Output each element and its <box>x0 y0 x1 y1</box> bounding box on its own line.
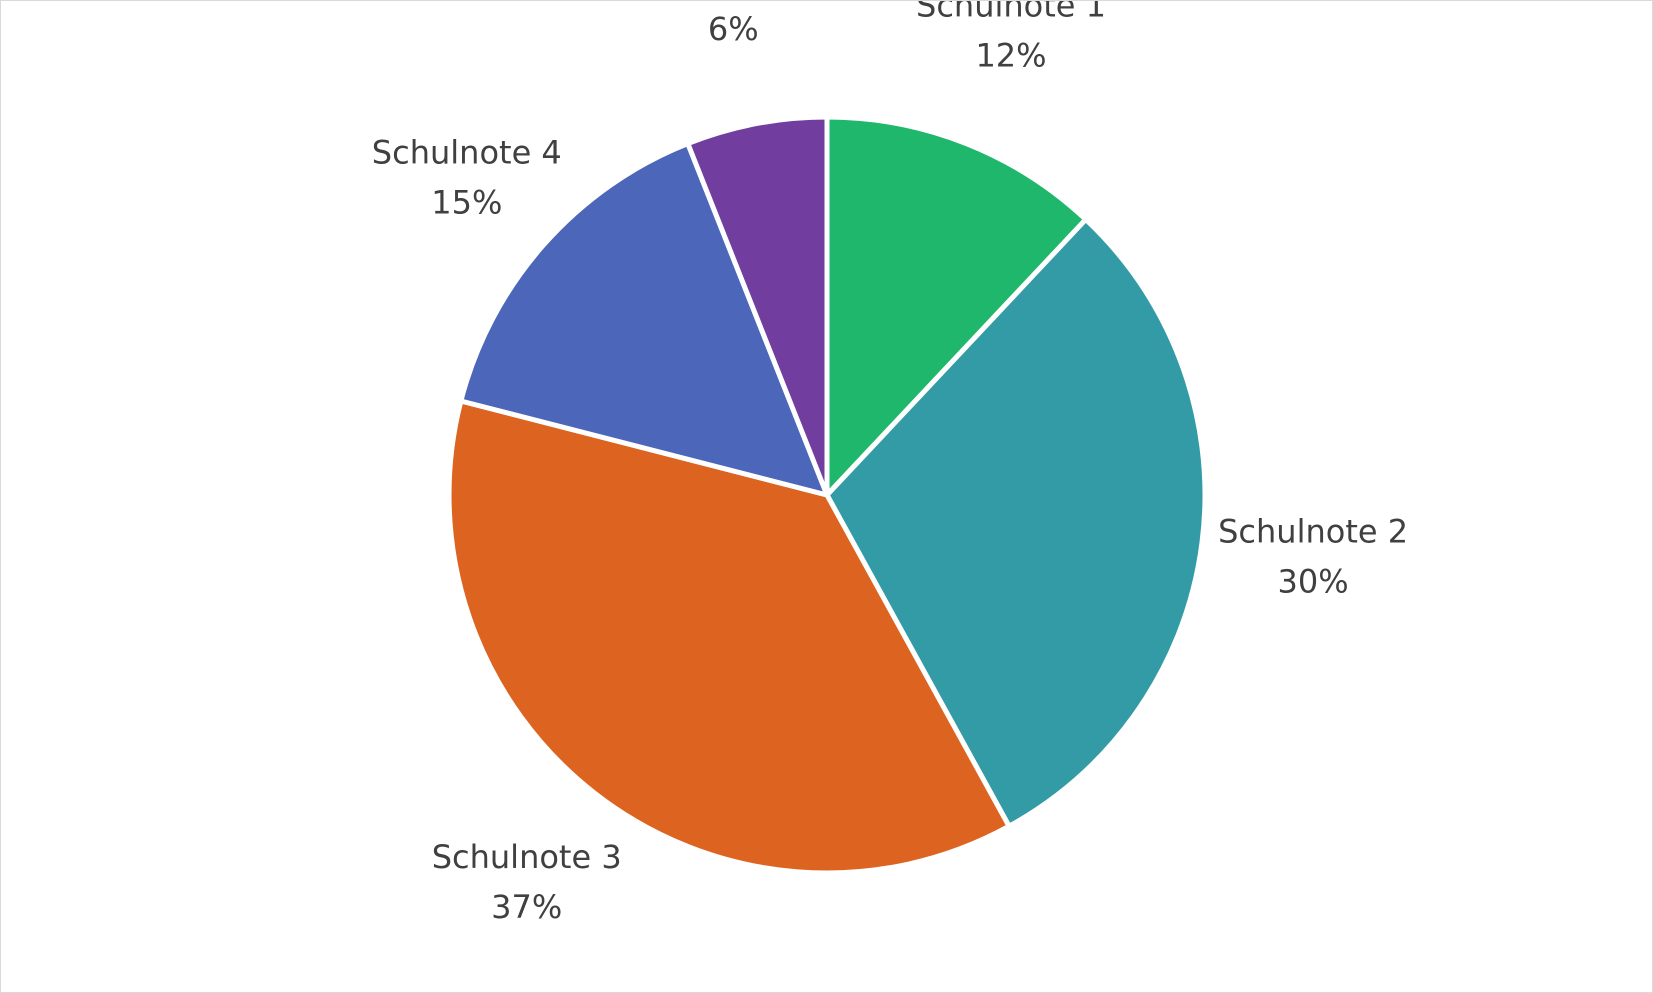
data-label-5: Schulnote 56% <box>708 10 759 48</box>
pie-slices <box>446 114 1208 876</box>
category-label: Schulnote 4 <box>372 133 562 171</box>
percentage-label: 12% <box>975 36 1046 74</box>
pie-slice-2 <box>824 216 1208 829</box>
pie-data-labels: Schulnote 1 12% Schulnote 2 30% Schulnote 3 3… <box>372 1 1408 926</box>
data-label-4: Schulnote 4 15% <box>372 133 562 221</box>
pie-slice-4 <box>458 141 830 498</box>
pie-slice-3 <box>446 398 1012 876</box>
percentage-label: 15% <box>431 183 502 221</box>
pie-slice-1 <box>824 114 1089 498</box>
category-label: Schulnote 1 <box>916 1 1106 24</box>
percentage-label: 30% <box>1278 562 1349 600</box>
data-label-1: Schulnote 1 12% <box>916 1 1106 74</box>
data-label-3: Schulnote 3 37% <box>432 838 622 926</box>
percentage-label: 37% <box>491 888 562 926</box>
category-label: Schulnote 3 <box>432 838 622 876</box>
percentage-label: 6% <box>708 10 759 48</box>
pie-slice-5 <box>685 114 830 498</box>
category-label: Schulnote 2 <box>1218 512 1408 550</box>
data-label-2: Schulnote 2 30% <box>1218 512 1408 600</box>
